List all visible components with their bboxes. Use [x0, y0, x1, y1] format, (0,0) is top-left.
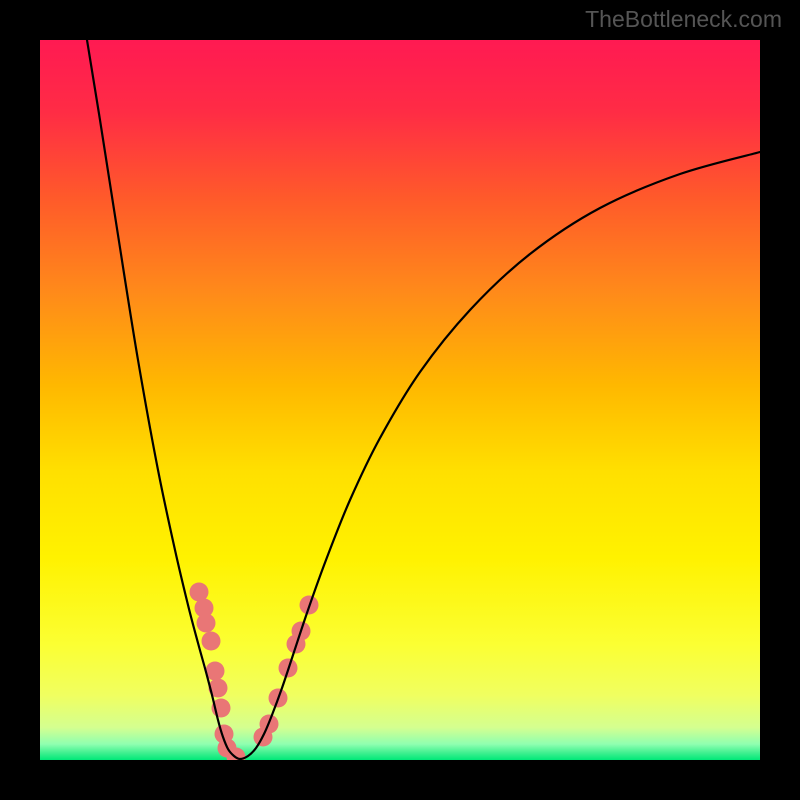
marker-group: [190, 583, 319, 761]
data-marker: [197, 614, 216, 633]
data-marker: [202, 632, 221, 651]
curve-layer: [40, 40, 760, 760]
watermark-text: TheBottleneck.com: [585, 6, 782, 33]
plot-area: [40, 40, 760, 760]
bottleneck-curve: [87, 40, 760, 759]
